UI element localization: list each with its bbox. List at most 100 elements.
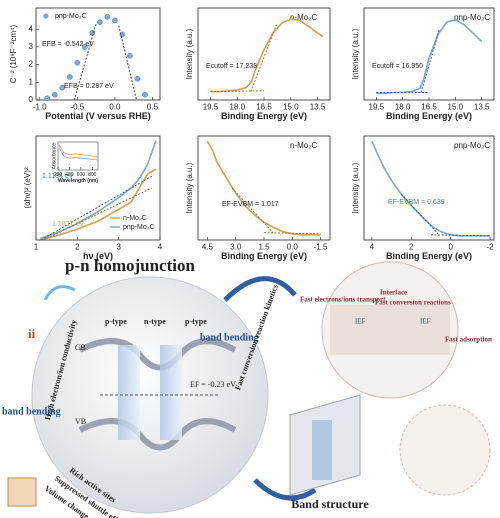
x-tick-label: 2: [409, 242, 414, 251]
x-tick-label: -1.0: [33, 102, 47, 111]
fit-line: [430, 234, 491, 237]
fit-line: [231, 187, 274, 234]
x-axis-label: Binding Energy (eV): [221, 111, 307, 121]
icon: [7, 477, 37, 507]
annotation: 1.1827 eV: [52, 221, 84, 228]
type-label: n-type: [144, 317, 166, 326]
x-tick-label: 19.5: [203, 102, 219, 111]
legend-label: pnp-Mo₂C: [123, 224, 155, 231]
panel-title: n-Mo₂C: [290, 141, 317, 150]
point: [104, 14, 111, 20]
fit-line: [118, 25, 137, 101]
band-bending: band bending: [2, 406, 61, 417]
x-tick-label: 1.5: [258, 242, 270, 251]
x-axis-label: Binding Energy (eV): [386, 111, 472, 121]
x-tick-label: 0.0: [109, 102, 121, 111]
x-tick-label: 0.0: [287, 242, 299, 251]
y-tick-label: 1: [29, 77, 34, 86]
point: [59, 84, 66, 91]
point: [112, 17, 118, 24]
panel-title: n-Mo₂C: [290, 13, 317, 22]
label: Fast adsorption: [445, 336, 492, 344]
x-tick-label: 1: [34, 242, 39, 251]
y-axis-label: C⁻² (10⁹F⁻²cm⁴): [9, 24, 18, 83]
fit-line: [401, 193, 439, 235]
band-label: VB: [75, 417, 86, 426]
y-tick-label: 3: [29, 42, 34, 51]
legend-label: n-Mo₂C: [123, 215, 147, 222]
x-axis-label: Wavelength (nm): [58, 178, 98, 184]
panel-label: ii: [28, 326, 36, 341]
fit-line: [250, 24, 277, 92]
x-tick-label: 4: [370, 242, 375, 251]
point: [142, 91, 148, 98]
label: Fast electrons/ions transport: [300, 296, 386, 304]
annotation: EFB = 0.287 eV: [64, 83, 114, 90]
plot-frame: [363, 7, 495, 101]
x-axis-label: Binding Energy (eV): [221, 251, 307, 261]
point: [134, 75, 141, 82]
x-tick-label: 15.0: [448, 102, 464, 111]
line: [39, 140, 157, 240]
vb-band: [78, 418, 237, 451]
y-tick-label: 4: [29, 24, 34, 33]
label: IEF: [420, 318, 431, 326]
panel-title: pnp-Mo₂C: [454, 13, 490, 22]
x-tick-label: 200: [54, 172, 63, 178]
point: [127, 52, 133, 59]
annotation: EF-EVBM = 1.017: [222, 201, 279, 208]
fit-line: [40, 175, 152, 241]
line: [206, 140, 321, 236]
arrow: [223, 276, 297, 302]
line: [210, 18, 324, 93]
y-axis-label: Absorbance: [51, 142, 57, 169]
fit-line: [73, 23, 97, 101]
x-tick-label: 13.5: [474, 102, 490, 111]
panel-title: pnp-Mo₂C: [454, 141, 490, 150]
point: [67, 74, 73, 80]
x-tick-label: -2: [486, 242, 494, 251]
x-tick-label: 4: [158, 242, 163, 251]
x-axis-label: Binding Energy (eV): [386, 251, 472, 261]
line: [42, 168, 157, 240]
junction: [118, 345, 140, 440]
arrow: [253, 478, 317, 501]
label: Fast conversion reactions: [375, 299, 451, 307]
annotation: 1.1184 eV: [42, 173, 74, 180]
x-tick-label: 16.5: [421, 102, 437, 111]
annotation: EFB = -0.542 eV: [42, 41, 94, 48]
label: Band structure: [291, 497, 369, 511]
y-tick-label: 2: [29, 60, 34, 69]
x-tick-label: 600: [77, 172, 86, 178]
x-tick-label: 13.5: [310, 102, 326, 111]
point: [97, 19, 103, 25]
fit-line: [420, 28, 440, 93]
line: [58, 147, 97, 161]
y-axis-label: (αhν)² (eV)²: [23, 167, 32, 208]
band-block: [312, 420, 332, 480]
y-tick-label: 0: [29, 95, 34, 104]
y-axis-label: Intensity (a.u.): [185, 28, 194, 79]
x-tick-label: 400: [65, 172, 74, 178]
legend-swatch: [43, 13, 49, 19]
x-tick-label: 19.5: [369, 102, 385, 111]
x-tick-label: -1.5: [314, 242, 328, 251]
fit-line: [263, 232, 321, 235]
point: [119, 31, 126, 38]
x-tick-label: 3: [116, 242, 121, 251]
type-label: p-type: [185, 317, 207, 326]
legend-label: pnp-Mo₂C: [55, 13, 87, 20]
point: [82, 44, 88, 50]
structure: [330, 305, 450, 355]
x-tick-label: -0.5: [70, 102, 84, 111]
x-tick-label: 18.0: [395, 102, 411, 111]
x-tick-label: 4.5: [202, 242, 214, 251]
x-tick-label: 0.5: [147, 102, 159, 111]
type-label: p-type: [105, 317, 127, 326]
x-tick-label: 0: [448, 242, 453, 251]
y-axis-label: Intensity (a.u.): [185, 162, 194, 213]
y-axis-label: Intensity (a.u.): [351, 162, 360, 213]
schematic-title: p-n homojunction: [65, 256, 195, 275]
x-axis-label: Potential (V versus RHE): [45, 111, 151, 121]
